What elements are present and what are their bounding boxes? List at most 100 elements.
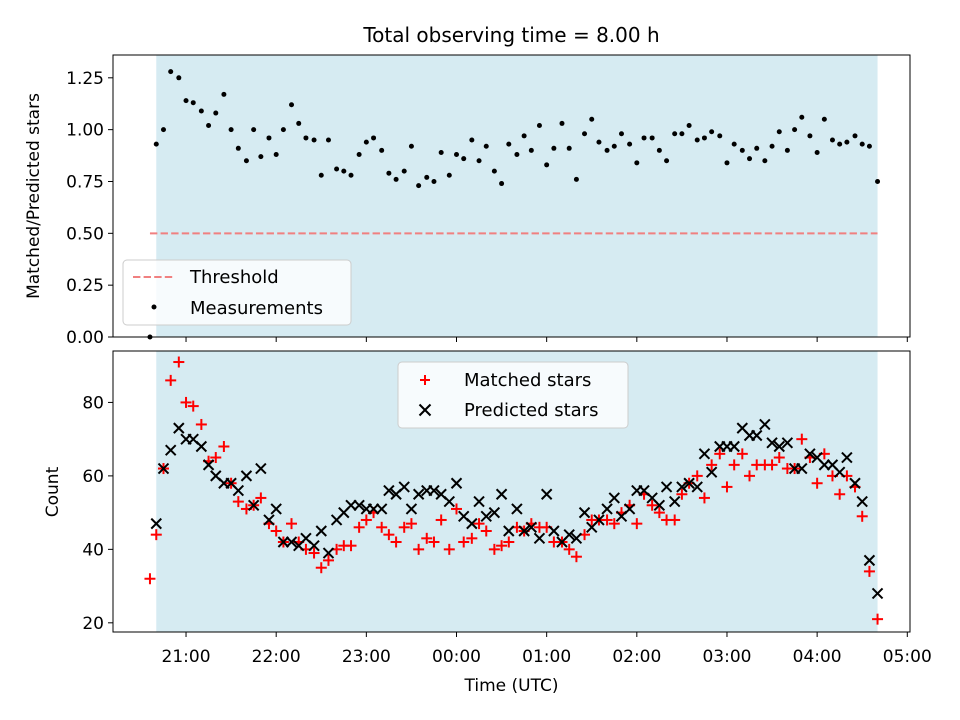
predicted-star-point — [443, 495, 455, 508]
top-y-tick-label: 1.25 — [66, 69, 104, 89]
measurement-point — [559, 120, 565, 126]
measurement-point — [731, 141, 737, 147]
bottom-legend: Matched stars Predicted stars — [397, 361, 629, 429]
measurement-point — [483, 143, 489, 149]
measurement-point — [318, 172, 324, 178]
measurement-point — [694, 137, 700, 143]
measurement-point — [153, 141, 159, 147]
top-y-tick-label: 0.75 — [66, 172, 104, 192]
matched-star-point — [601, 514, 613, 526]
matched-star-point — [608, 518, 620, 530]
matched-star-point — [863, 565, 875, 577]
measurement-point — [566, 145, 572, 151]
matched-star-point — [458, 536, 470, 548]
matched-star-point — [811, 477, 823, 489]
matched-star-point — [872, 613, 884, 625]
measurement-point — [792, 127, 798, 133]
matched-star-point — [631, 518, 643, 530]
predicted-star-point — [871, 587, 884, 600]
measurement-point — [859, 141, 865, 147]
matched-star-point — [488, 543, 500, 555]
legend-predicted-swatch — [418, 403, 432, 417]
matched-star-point — [405, 518, 417, 530]
matched-star-point — [428, 536, 440, 548]
top-y-tick-label: 1.00 — [66, 121, 104, 141]
measurement-point — [573, 176, 579, 182]
matched-star-point — [150, 529, 162, 541]
predicted-star-point — [818, 459, 831, 471]
measurement-point — [176, 75, 182, 81]
count-panel: 20 40 60 80 21:00 22:00 23:00 00:00 01:00 02:00 0… — [43, 350, 932, 696]
matched-star-point — [376, 521, 388, 533]
predicted-star-point — [863, 554, 876, 567]
measurement-point — [641, 135, 647, 141]
predicted-star-point — [601, 503, 613, 515]
predicted-star-point — [796, 462, 808, 475]
matched-star-point — [421, 532, 433, 544]
measurement-point — [446, 172, 452, 178]
matched-star-point — [195, 418, 207, 430]
ratio-panel: 0.00 0.25 0.50 0.75 1.00 1.25 Total observing… — [24, 23, 911, 348]
matched-star-point — [435, 514, 447, 526]
matched-star-point — [773, 452, 785, 464]
measurement-point — [325, 137, 331, 143]
matched-star-point — [563, 543, 575, 555]
predicted-star-point — [503, 525, 515, 537]
legend-measurement-swatch — [151, 304, 157, 310]
legend-predicted-label: Predicted stars — [464, 400, 598, 421]
measurement-point — [363, 139, 369, 145]
bottom-y-axis-label: Count — [43, 466, 63, 517]
legend-threshold-label: Threshold — [189, 267, 279, 288]
predicted-star-point — [608, 492, 620, 504]
predicted-star-point — [308, 539, 320, 552]
x-tick-label: 03:00 — [702, 647, 751, 667]
matched-star-point — [480, 525, 492, 537]
measurement-point — [679, 131, 685, 137]
measurement-point — [739, 147, 745, 153]
predicted-star-point — [773, 440, 785, 453]
top-y-axis-label: Matched/Predicted stars — [24, 93, 44, 299]
matched-star-point — [721, 481, 733, 493]
predicted-star-point — [563, 528, 575, 541]
matched-star-point — [308, 547, 320, 559]
predicted-star-point — [570, 532, 583, 545]
matched-star-point — [180, 396, 192, 408]
measurement-point — [183, 98, 189, 104]
predicted-star-point — [518, 525, 530, 537]
predicted-star-point — [202, 459, 215, 471]
matched-star-point — [144, 573, 156, 585]
measurement-point — [341, 168, 347, 174]
predicted-star-point — [525, 521, 538, 534]
predicted-star-point — [540, 488, 553, 500]
measurement-point — [747, 156, 753, 162]
matched-star-point — [744, 470, 756, 482]
measurement-point — [649, 135, 655, 141]
measurement-point — [536, 123, 542, 128]
x-tick-label: 00:00 — [432, 647, 481, 667]
measurement-point — [454, 152, 460, 158]
bottom-axes-frame — [112, 350, 911, 633]
matched-star-point — [451, 503, 463, 515]
matched-star-point — [353, 521, 365, 533]
predicted-star-point — [804, 448, 816, 460]
matched-star-point — [383, 529, 395, 541]
predicted-star-point — [578, 506, 591, 519]
bottom-y-tick-label: 60 — [82, 467, 104, 487]
predicted-star-point — [240, 470, 253, 482]
matched-star-point — [676, 488, 688, 500]
measurement-point — [401, 168, 407, 174]
matched-star-point — [796, 433, 808, 445]
measurement-point — [386, 170, 392, 176]
predicted-star-point — [849, 477, 861, 489]
matched-star-point — [856, 510, 868, 522]
x-tick-label: 22:00 — [252, 647, 301, 667]
measurement-point — [844, 139, 850, 145]
measurement-point — [875, 178, 881, 184]
measurement-point — [334, 166, 340, 172]
matched-star-point — [390, 536, 402, 548]
measurement-point — [701, 135, 707, 141]
predicted-star-point — [841, 451, 853, 464]
measurement-point — [784, 147, 790, 153]
measurement-point — [514, 152, 520, 158]
predicted-star-point — [781, 437, 794, 449]
